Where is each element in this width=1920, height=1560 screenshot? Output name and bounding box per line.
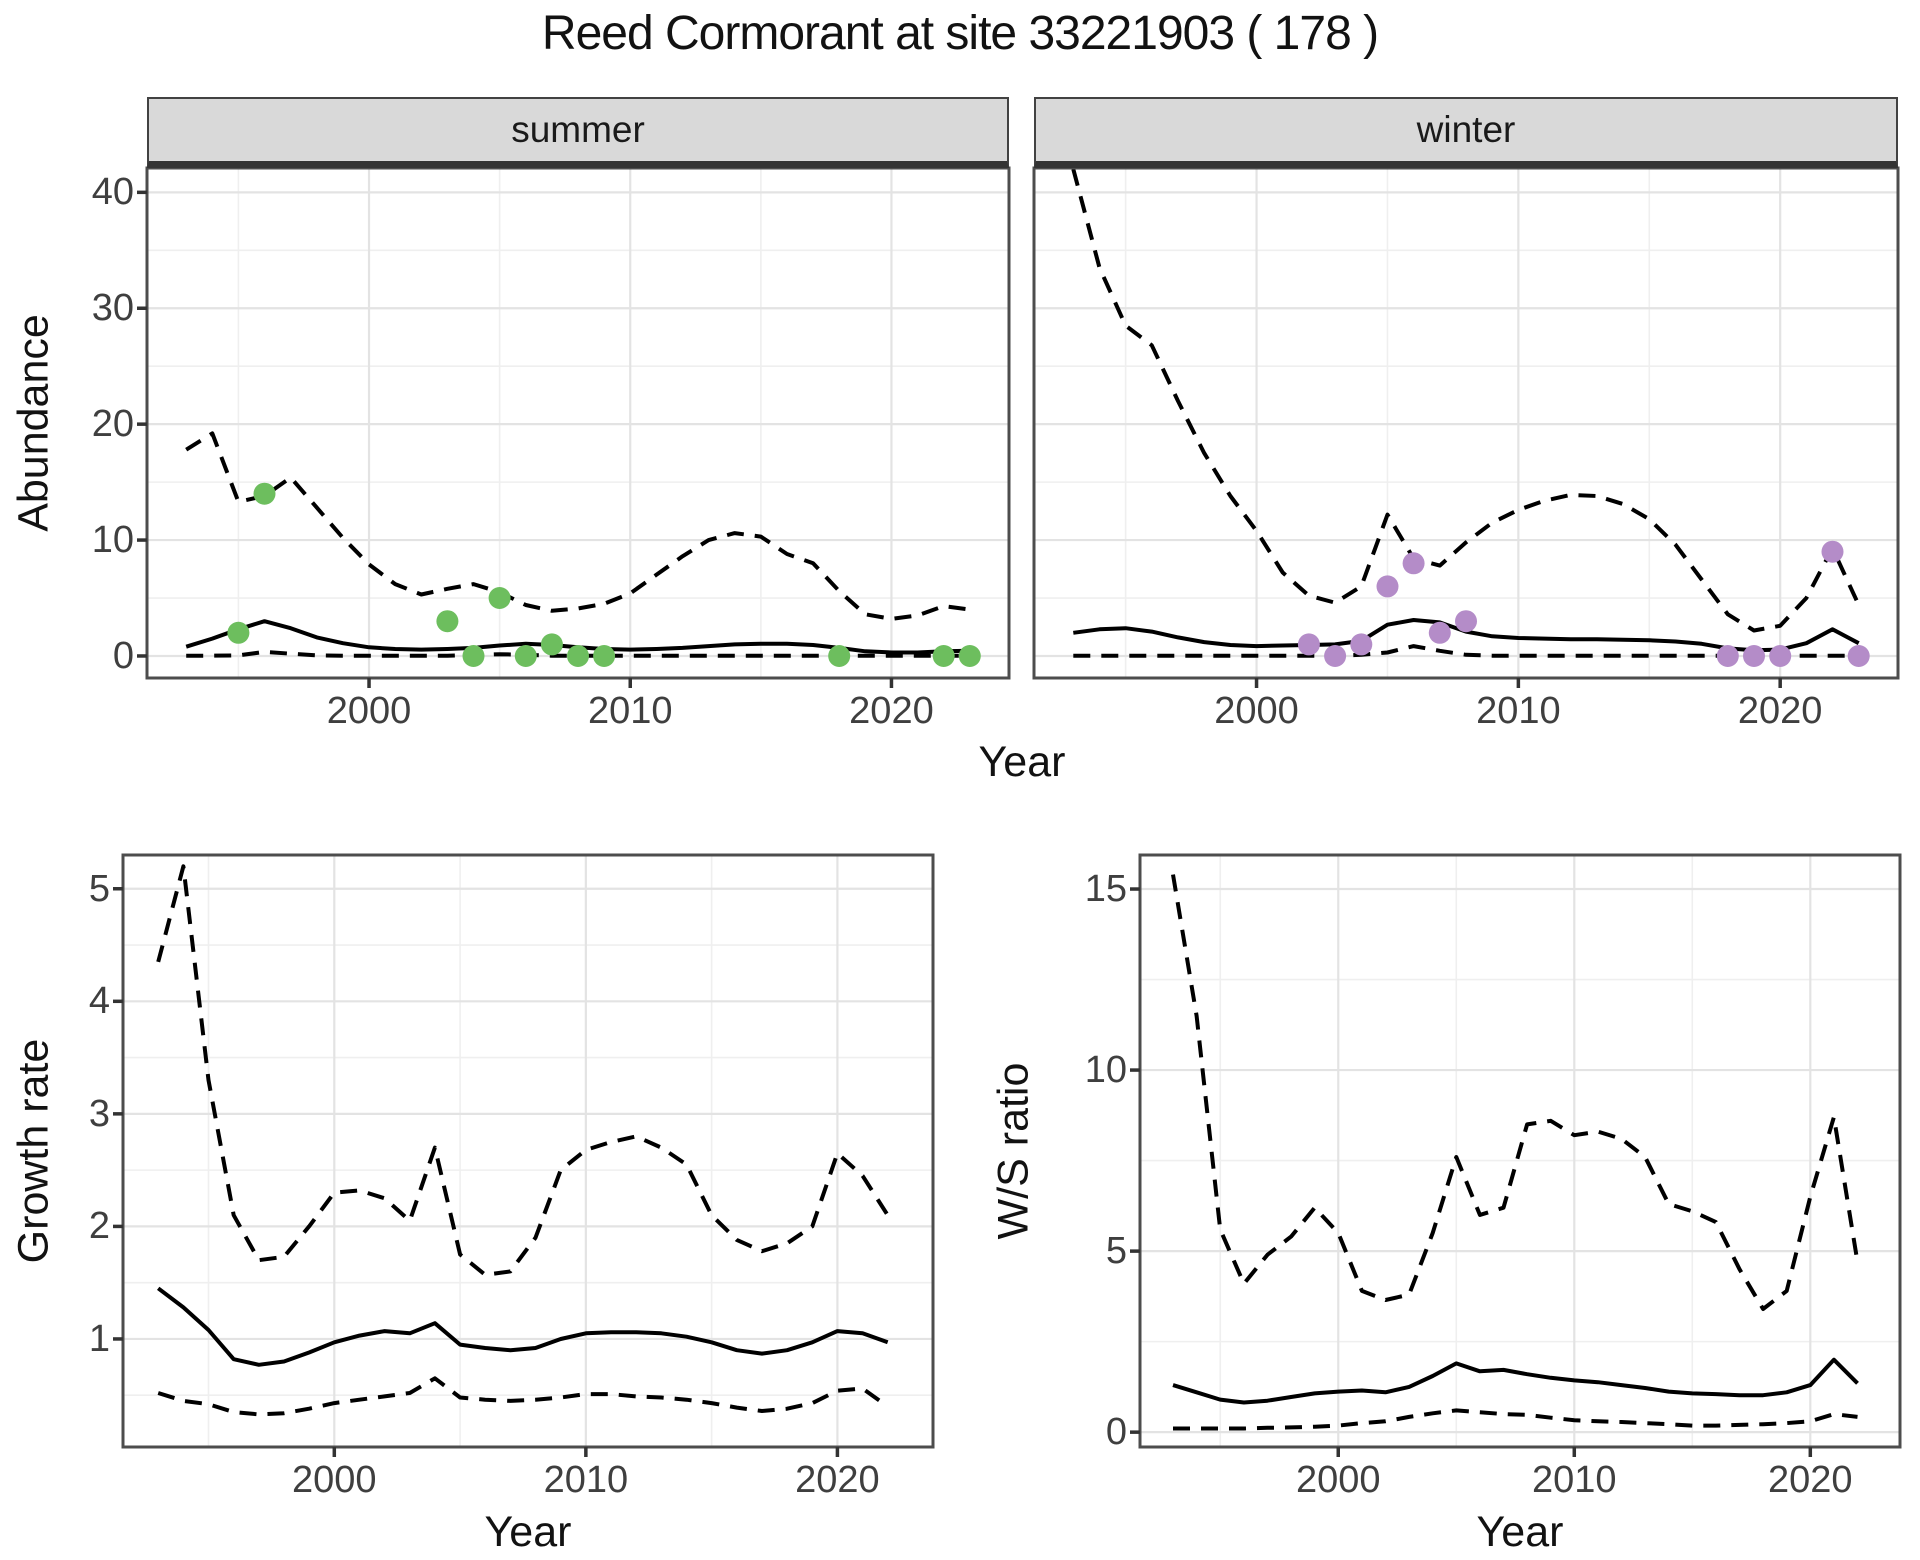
observed-point <box>958 645 981 667</box>
observed-point <box>436 610 459 633</box>
plot-title: Reed Cormorant at site 33221903 ( 178 ) <box>541 7 1379 60</box>
panel-border-abundance-winter <box>1032 166 1900 680</box>
x-tick-label: 2000 <box>1214 690 1299 732</box>
panel-abundance-winter <box>1032 166 1900 688</box>
y-tick-label: 0 <box>112 634 134 677</box>
x-axis-title-year-top: Year <box>978 738 1066 786</box>
facet-strip-winter: winter <box>1034 97 1898 168</box>
y-tick-label: 3 <box>88 1092 110 1135</box>
observed-point <box>488 587 511 609</box>
y-tick-label: 1 <box>88 1317 110 1360</box>
y-tick-label: 20 <box>91 403 134 446</box>
y-tick-label: 40 <box>91 171 134 214</box>
y-tick-label: 30 <box>91 287 134 330</box>
x-tick-label: 2000 <box>1295 1459 1381 1501</box>
y-tick-label: 5 <box>88 867 110 910</box>
observed-point <box>1847 645 1870 667</box>
observed-point <box>540 633 563 656</box>
x-tick-label: 2010 <box>543 1459 629 1501</box>
observed-point <box>1455 610 1477 633</box>
observed-point <box>1743 645 1765 667</box>
lower-95ci-line-ws-ratio <box>1173 1408 1858 1431</box>
observed-point <box>1716 645 1739 667</box>
x-tick-label: 2010 <box>587 690 673 732</box>
observed-point <box>593 645 616 667</box>
observed-point <box>1428 621 1451 644</box>
facet-strip-winter-label: winter <box>1416 109 1516 150</box>
upper-95ci-line-growth-rate <box>156 864 890 1277</box>
x-tick-label: 2010 <box>1476 690 1561 732</box>
upper-95ci-line-abundance-winter <box>1071 168 1861 633</box>
x-axis-title-year-ws: Year <box>1476 1508 1564 1556</box>
x-tick-label: 2010 <box>1532 1459 1617 1501</box>
observed-point <box>514 645 537 667</box>
x-tick-label: 2020 <box>1737 690 1823 732</box>
x-tick-label: 2020 <box>849 690 934 732</box>
observed-point <box>227 621 250 644</box>
panel-border-ws-ratio <box>1138 853 1902 1449</box>
observed-point <box>1324 645 1347 667</box>
panel-abundance-summer <box>137 166 1011 688</box>
y-tick-label: 0 <box>1105 1411 1127 1454</box>
modelled-trend-line-ws-ratio <box>1172 1357 1859 1405</box>
y-tick-label: 15 <box>1084 868 1127 911</box>
y-tick-label: 5 <box>1105 1230 1127 1273</box>
observed-point <box>1402 552 1425 575</box>
facet-strip-summer: summer <box>147 97 1009 168</box>
y-tick-label: 10 <box>1084 1049 1127 1092</box>
observed-point <box>462 645 485 667</box>
x-axis-title-year-growth: Year <box>484 1508 572 1556</box>
panel-ws-ratio <box>1130 853 1902 1457</box>
observed-point <box>828 645 851 667</box>
panel-border-growth-rate <box>121 853 935 1449</box>
upper-95ci-line-abundance-summer <box>185 431 971 621</box>
x-tick-label: 2020 <box>795 1459 880 1501</box>
y-tick-label: 4 <box>88 980 110 1023</box>
observed-point <box>1769 645 1792 667</box>
panel-growth-rate <box>113 853 935 1457</box>
observed-point <box>253 482 276 505</box>
observed-point <box>567 645 589 667</box>
facet-strip-summer-label: summer <box>511 109 645 150</box>
observed-point <box>932 645 955 667</box>
modelled-trend-line-growth-rate <box>156 1286 889 1367</box>
lower-95ci-line-growth-rate <box>157 1376 889 1417</box>
x-tick-label: 2000 <box>326 690 412 732</box>
upper-95ci-line-ws-ratio <box>1171 874 1860 1311</box>
y-tick-label: 2 <box>88 1205 110 1248</box>
observed-point <box>1821 540 1844 563</box>
observed-point <box>1376 575 1399 598</box>
observed-point <box>1350 633 1373 656</box>
x-tick-label: 2020 <box>1768 1459 1853 1501</box>
observed-point <box>1297 633 1320 656</box>
x-tick-label: 2000 <box>292 1459 377 1501</box>
y-tick-label: 10 <box>91 519 134 562</box>
